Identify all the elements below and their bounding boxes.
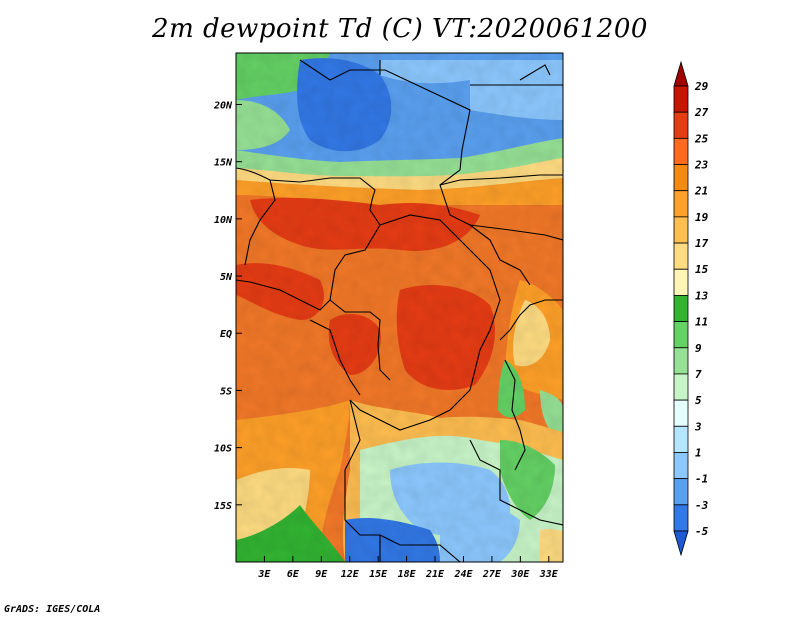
colorbar-swatch (673, 190, 689, 218)
colorbar-swatch (673, 268, 689, 296)
colorbar-swatch (673, 111, 689, 139)
field-shading (236, 53, 563, 562)
colorbar-swatch (673, 295, 689, 322)
lon-label: 3E (257, 569, 271, 580)
lat-label: 10S (214, 444, 232, 455)
colorbar-label: 19 (695, 211, 709, 224)
colorbar-swatch (673, 373, 689, 401)
colorbar-swatch (673, 452, 689, 480)
lat-label: 15S (214, 501, 232, 512)
colorbar-max-arrow (673, 60, 689, 87)
lon-label: 21E (425, 569, 445, 580)
colorbar-swatch (673, 242, 689, 270)
map-frame (235, 52, 564, 563)
borders (236, 59, 563, 562)
lat-label: EQ (220, 329, 232, 340)
colorbar-swatch (673, 164, 689, 192)
latitude-labels: 20N 15N 10N 5N EQ 5S 10S 15S (213, 100, 242, 512)
colorbar-swatch (673, 216, 689, 244)
lat-label: 10N (214, 215, 233, 226)
colorbar-label: 9 (695, 342, 702, 355)
colorbar-swatch (673, 137, 689, 165)
lon-label: 15E (369, 569, 388, 580)
lon-label: 6E (287, 569, 300, 580)
colorbar-label: 15 (695, 263, 709, 276)
lon-label: 30E (510, 569, 530, 580)
colorbar-label: 17 (695, 237, 709, 250)
lon-label: 18E (398, 569, 417, 580)
lon-label: 33E (539, 569, 559, 580)
lat-label: 15N (214, 158, 233, 169)
colorbar-swatch (673, 478, 689, 506)
lat-label: 20N (213, 100, 233, 111)
colorbar-swatch (673, 347, 689, 375)
colorbar-label: 25 (694, 132, 709, 145)
longitude-labels: 3E 6E 9E 12E 15E 18E 21E 24E 27E 30E 33E (257, 556, 559, 580)
lat-label: 5N (220, 272, 233, 283)
colorbar-swatch (673, 321, 689, 349)
colorbar-label: 1 (695, 446, 702, 459)
lon-label: 9E (315, 569, 328, 580)
grads-credit: GrADS: IGES/COLA (4, 604, 101, 615)
colorbar-label: 23 (694, 159, 709, 172)
lon-label: 24E (453, 569, 473, 580)
map-title: 2m dewpoint Td (C) VT:2020061200 (152, 14, 648, 44)
lon-label: 27E (482, 569, 502, 580)
colorbar-label: -3 (695, 499, 709, 512)
colorbar-min-arrow (673, 530, 689, 557)
colorbar-swatch (673, 399, 689, 427)
colorbar-swatch (673, 425, 689, 453)
colorbar-label: -5 (695, 525, 709, 538)
colorbar-label: 7 (695, 368, 702, 381)
colorbar-label: 21 (694, 185, 708, 198)
lon-label: 12E (341, 569, 360, 580)
colorbar-label: 27 (694, 106, 709, 119)
colorbar-label: 5 (695, 394, 702, 407)
colorbar-label: 11 (695, 316, 708, 329)
colorbar-label: 3 (694, 420, 702, 433)
colorbar-label: 13 (695, 289, 709, 302)
colorbar-label: -1 (695, 473, 708, 486)
lat-label: 5S (220, 386, 232, 397)
colorbar: 29 27 25 23 21 19 17 15 13 11 9 7 5 3 1 -1 -3 -5 (673, 60, 709, 557)
colorbar-swatch (673, 504, 689, 532)
colorbar-swatch (673, 85, 689, 113)
colorbar-label: 29 (694, 80, 709, 93)
